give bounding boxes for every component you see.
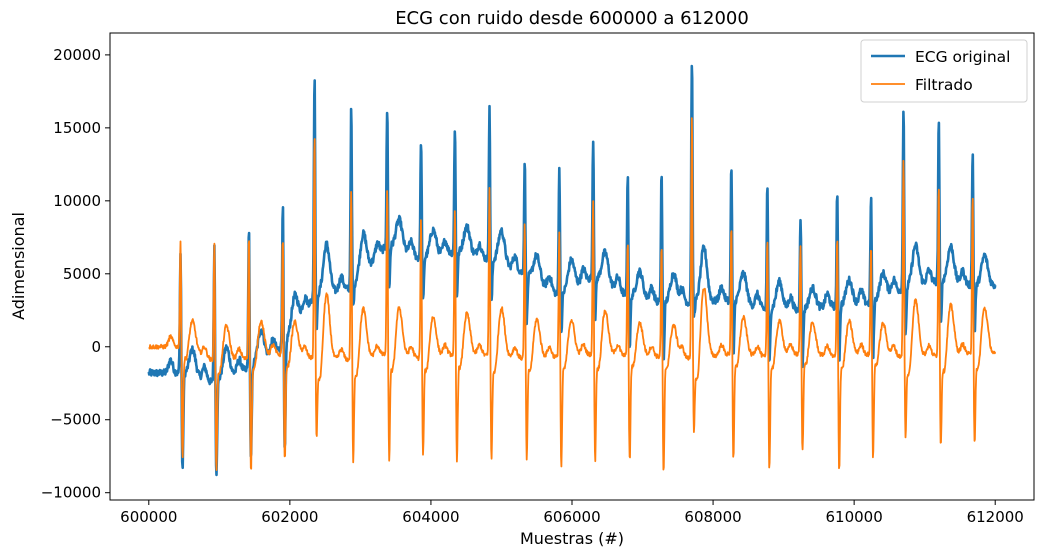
x-tick-label: 600000 bbox=[120, 508, 177, 526]
series-line-ecg-original bbox=[147, 64, 997, 477]
y-tick-label: 0 bbox=[91, 338, 101, 356]
legend-label-filtrado: Filtrado bbox=[915, 76, 973, 94]
x-axis-label: Muestras (#) bbox=[520, 529, 624, 548]
y-tick-label: 5000 bbox=[63, 265, 101, 283]
x-tick-label: 604000 bbox=[402, 508, 459, 526]
x-tick-label: 608000 bbox=[684, 508, 741, 526]
y-axis-label: Adimensional bbox=[9, 212, 28, 320]
chart-title: ECG con ruido desde 600000 a 612000 bbox=[395, 8, 749, 29]
legend-label-ecg-original: ECG original bbox=[915, 48, 1011, 66]
x-tick-label: 602000 bbox=[261, 508, 318, 526]
x-tick-label: 612000 bbox=[967, 508, 1024, 526]
series-line-filtrado bbox=[148, 117, 997, 471]
y-tick-label: −5000 bbox=[50, 411, 101, 429]
y-tick-label: −10000 bbox=[41, 484, 101, 502]
y-axis: −10000 −5000 0 5000 10000 15000 20000 bbox=[41, 46, 110, 502]
y-tick-label: 15000 bbox=[53, 119, 101, 137]
y-tick-label: 10000 bbox=[53, 192, 101, 210]
x-tick-label: 606000 bbox=[543, 508, 600, 526]
legend: ECG original Filtrado bbox=[860, 39, 1028, 103]
series-layer bbox=[147, 64, 997, 477]
x-tick-label: 610000 bbox=[826, 508, 883, 526]
y-tick-label: 20000 bbox=[53, 46, 101, 64]
x-axis: 600000 602000 604000 606000 608000 610000 6120… bbox=[120, 500, 1024, 526]
